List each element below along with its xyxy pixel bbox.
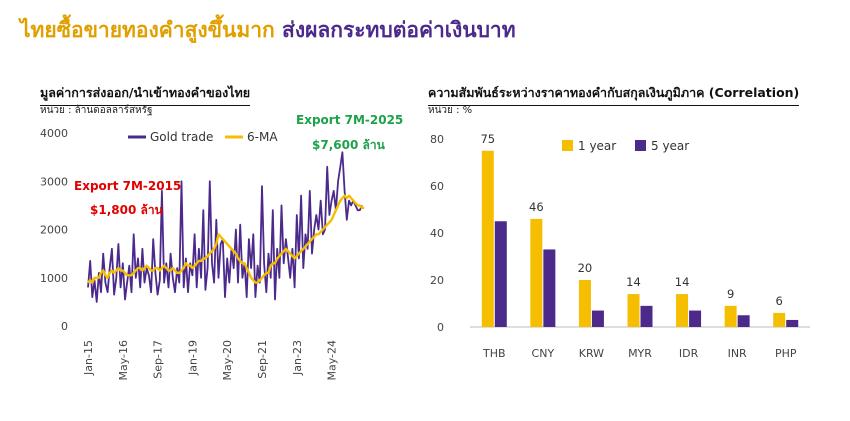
right-x-tick-label: THB [482,347,506,360]
ma6-line [87,194,365,284]
left-legend: Gold trade 6-MA [128,130,278,144]
bar-1-year [773,312,786,327]
bar-1-year [724,305,737,327]
left-x-tick-label: Sep-17 [152,340,165,379]
left-x-tick-label: May-20 [221,340,234,381]
right-x-tick-label: KRW [579,347,604,360]
bar-1-year [627,294,640,327]
left-y-tick-label: 1000 [40,272,68,285]
bar-5-year [494,221,507,327]
bar-data-label: 46 [529,200,544,214]
bar-5-year [689,310,702,327]
bar-1-year [481,150,494,327]
legend-swatch-1-year [562,140,573,151]
left-y-tick-label: 2000 [40,224,68,237]
left-x-tick-label: Jan-15 [82,340,95,376]
left-x-tick-label: May-24 [326,340,339,381]
bar-1-year [676,294,689,327]
bar-data-label: 6 [776,294,783,308]
right-y-tick-label: 20 [430,274,444,287]
right-y-tick-label: 60 [430,180,444,193]
right-y-tick-label: 0 [437,321,444,334]
legend-label-5-year: 5 year [651,139,689,153]
legend-label-1-year: 1 year [578,139,616,153]
annotation-2015-line2: $1,800 ล้าน [90,203,164,217]
legend-label-6ma: 6-MA [247,130,278,144]
right-y-tick-label: 40 [430,227,444,240]
gold-trade-line [87,151,363,303]
legend-label-gold-trade: Gold trade [150,130,213,144]
bar-data-label: 14 [626,275,641,289]
left-line-chart: 0 1000 2000 3000 4000 Jan-15 May-16 Sep-17 Jan-1… [40,127,365,381]
right-chart-unit: หน่วย : % [428,105,473,116]
bar-1-year [578,280,591,327]
left-y-tick-label: 4000 [40,127,68,140]
headline: ไทยซื้อขายทองคำสูงขึ้นมาก ส่งผลกระทบต่อค… [20,14,516,47]
right-x-tick-label: INR [728,347,747,360]
bar-data-label: 14 [675,275,690,289]
right-legend: 1 year 5 year [562,139,689,153]
right-x-tick-label: PHP [775,347,797,360]
bar-5-year [737,315,750,327]
right-x-tick-label: CNY [532,347,555,360]
bar-data-label: 9 [727,287,734,301]
bar-5-year [640,305,653,327]
right-y-tick-label: 80 [430,133,444,146]
annotation-2025-line1: Export 7M-2025 [296,113,403,127]
bar-5-year [786,319,799,327]
right-chart-title: ความสัมพันธ์ระหว่างราคาทองคำกับสกุลเงินภ… [428,83,800,106]
left-annotations: Export 7M-2015 $1,800 ล้าน Export 7M-202… [74,113,403,217]
right-x-tick-label: MYR [628,347,652,360]
headline-part-2: ส่งผลกระทบต่อค่าเงินบาท [282,18,516,42]
annotation-2015-line1: Export 7M-2015 [74,179,181,193]
left-y-tick-label: 0 [61,320,68,333]
annotation-2025-line2: $7,600 ล้าน [312,138,386,152]
left-x-tick-label: Jan-23 [291,340,304,376]
right-x-tick-label: IDR [679,347,699,360]
right-bar-chart: 0 20 40 60 80 75 THB 46 CNY 20 KRW 14 MYR 14 IDR 9 INR 6 P… [430,132,810,360]
left-x-tick-label: May-16 [117,340,130,381]
left-chart-unit: หน่วย : ล้านดอลลาร์สหรัฐ [40,105,153,116]
legend-swatch-5-year [635,140,646,151]
left-y-tick-label: 3000 [40,175,68,188]
left-x-tick-label: Sep-21 [256,340,269,379]
headline-part-1: ไทยซื้อขายทองคำสูงขึ้นมาก [20,18,275,42]
left-x-tick-label: Jan-19 [186,340,199,376]
bar-5-year [543,249,556,327]
bar-data-label: 75 [480,132,495,146]
bar-data-label: 20 [578,261,593,275]
left-chart-title: มูลค่าการส่งออก/นำเข้าทองคำของไทย [40,83,251,106]
bar-5-year [591,310,604,327]
bar-1-year [530,218,543,327]
